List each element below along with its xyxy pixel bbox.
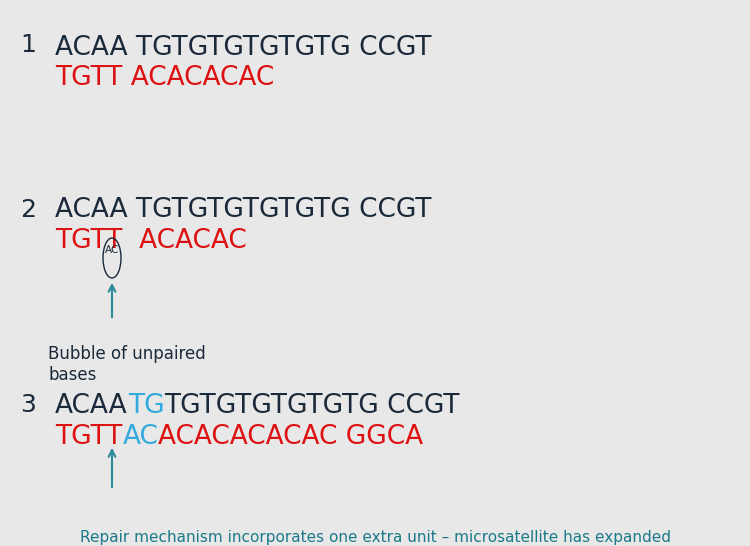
Text: TGTGTGTGTGTG CCGT: TGTGTGTGTGTG CCGT (164, 393, 460, 419)
Text: AC: AC (105, 245, 119, 255)
Text: Bubble of unpaired
bases: Bubble of unpaired bases (48, 345, 206, 384)
Text: 2: 2 (20, 198, 36, 222)
Text: 1: 1 (20, 33, 36, 57)
Text: TGTT ACACACAC: TGTT ACACACAC (55, 65, 274, 91)
Text: ACAA TGTGTGTGTGTG CCGT: ACAA TGTGTGTGTGTG CCGT (55, 35, 431, 61)
Text: 3: 3 (20, 393, 36, 417)
Text: TG: TG (128, 393, 164, 419)
Text: ACAA: ACAA (55, 393, 128, 419)
Text: ACACACACAC GGCA: ACACACACAC GGCA (158, 424, 423, 450)
Text: TGTT  ACACAC: TGTT ACACAC (55, 228, 247, 254)
Text: TGTT: TGTT (55, 424, 122, 450)
Text: ACAA TGTGTGTGTGTG CCGT: ACAA TGTGTGTGTGTG CCGT (55, 197, 431, 223)
Text: AC: AC (122, 424, 158, 450)
Text: Repair mechanism incorporates one extra unit – microsatellite has expanded: Repair mechanism incorporates one extra … (80, 530, 670, 545)
